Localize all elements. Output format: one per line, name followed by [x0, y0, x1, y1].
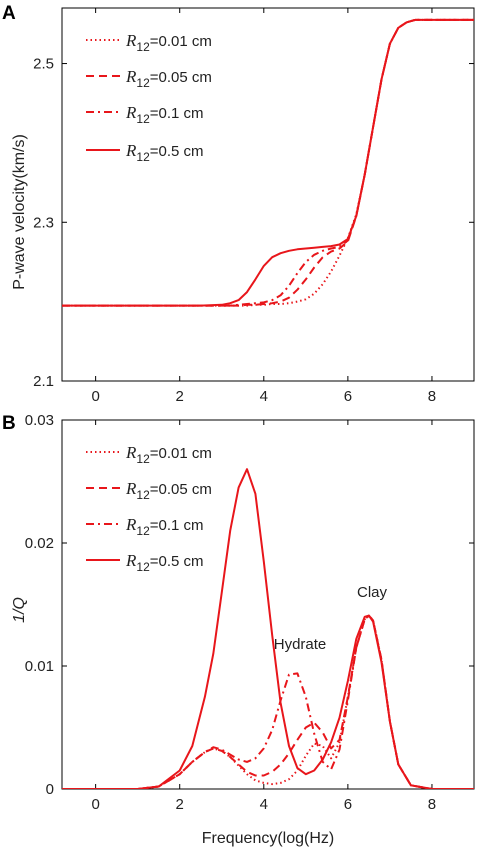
legend-symbol: R — [125, 31, 137, 50]
panel-a-series-dashed — [62, 18, 474, 307]
panel-a-lines — [62, 18, 474, 307]
panel-a-plot-frame — [61, 7, 475, 382]
legend-value: =0.1 cm — [150, 517, 204, 534]
legend-value: =0.01 cm — [150, 33, 212, 50]
legend-subscript: 12 — [136, 488, 150, 502]
legend-symbol: R — [125, 515, 137, 534]
panel-a: A P-wave velocity(km/s) 0 2 4 6 8 2.1 2.3 2.5 R… — [2, 3, 475, 405]
panel-a-ytick-label: 2.3 — [33, 214, 54, 231]
panel-a-legend-label: R12=0.1 cm — [125, 103, 204, 126]
panel-a-legend-label: R12=0.01 cm — [125, 31, 212, 54]
panel-a-ticks: 0 2 4 6 8 2.1 2.3 2.5 — [33, 8, 474, 405]
panel-a-xtick-label: 8 — [428, 388, 436, 405]
legend-value: =0.05 cm — [150, 69, 212, 86]
legend-subscript: 12 — [136, 524, 150, 538]
legend-value: =0.5 cm — [150, 143, 204, 160]
legend-subscript: 12 — [136, 40, 150, 54]
panel-a-ylabel: P-wave velocity(km/s) — [11, 134, 28, 290]
legend-symbol: R — [125, 551, 137, 570]
annotation-hydrate: Hydrate — [274, 636, 327, 653]
panel-b-ticks: 0 2 4 6 8 0 0.01 0.02 0.03 — [25, 412, 474, 813]
panel-a-xtick-label: 6 — [344, 388, 352, 405]
legend-symbol: R — [125, 479, 137, 498]
legend-symbol: R — [125, 141, 137, 160]
panel-a-xtick-label: 2 — [176, 388, 184, 405]
panel-b-ytick-label: 0 — [46, 781, 54, 798]
panel-b-ytick-label: 0.03 — [25, 412, 54, 429]
panel-b-ylabel: 1/Q — [11, 597, 28, 623]
panel-a-xtick-label: 4 — [260, 388, 268, 405]
panel-b-series-dashdot — [62, 614, 474, 789]
panel-b-series-solid — [62, 468, 474, 789]
panel-a-legend-label: R12=0.05 cm — [125, 67, 212, 90]
legend-subscript: 12 — [136, 560, 150, 574]
legend-value: =0.1 cm — [150, 105, 204, 122]
panel-b-letter: B — [2, 413, 16, 434]
panel-b-ytick-label: 0.01 — [25, 658, 54, 675]
panel-b: B 1/Q Frequency(log(Hz) 0 2 4 6 8 0 0.01 0.02 0.… — [2, 412, 475, 847]
panel-a-ytick-label: 2.5 — [33, 56, 54, 73]
panel-b-series-dashed — [62, 614, 474, 789]
panel-b-plot-frame — [61, 419, 475, 790]
panel-a-legend-label: R12=0.5 cm — [125, 141, 204, 164]
panel-b-legend-label: R12=0.01 cm — [125, 443, 212, 466]
panel-b-xtick-label: 8 — [428, 796, 436, 813]
legend-value: =0.05 cm — [150, 481, 212, 498]
legend-symbol: R — [125, 67, 137, 86]
legend-subscript: 12 — [136, 150, 150, 164]
panel-b-ytick-label: 0.02 — [25, 535, 54, 552]
panel-b-xlabel: Frequency(log(Hz) — [202, 830, 334, 847]
panel-b-xtick-label: 2 — [176, 796, 184, 813]
panel-a-letter: A — [2, 3, 16, 24]
panel-b-legend-label: R12=0.05 cm — [125, 479, 212, 502]
panel-b-legend-label: R12=0.1 cm — [125, 515, 204, 538]
legend-subscript: 12 — [136, 76, 150, 90]
panel-b-xtick-label: 0 — [91, 796, 99, 813]
legend-subscript: 12 — [136, 452, 150, 466]
legend-subscript: 12 — [136, 112, 150, 126]
panel-b-xtick-label: 6 — [344, 796, 352, 813]
panel-a-ytick-label: 2.1 — [33, 373, 54, 390]
panel-a-series-solid — [62, 18, 474, 307]
panel-b-legend-label: R12=0.5 cm — [125, 551, 204, 574]
panel-a-xtick-label: 0 — [91, 388, 99, 405]
annotation-clay: Clay — [357, 584, 388, 601]
panel-b-lines — [62, 468, 474, 789]
legend-value: =0.5 cm — [150, 553, 204, 570]
legend-symbol: R — [125, 103, 137, 122]
panel-b-series-dotted — [62, 614, 474, 789]
legend-value: =0.01 cm — [150, 445, 212, 462]
panel-b-xtick-label: 4 — [260, 796, 268, 813]
legend-symbol: R — [125, 443, 137, 462]
